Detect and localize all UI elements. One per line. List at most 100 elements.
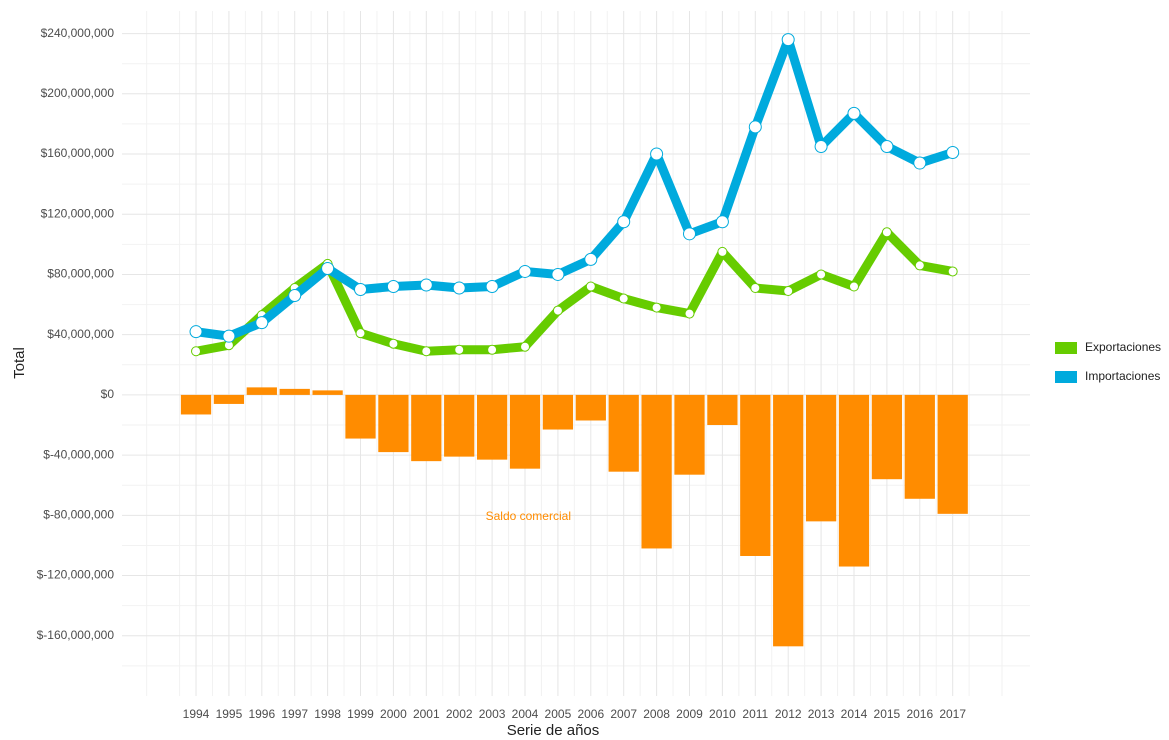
point	[748, 120, 762, 134]
x-tick-label: 2014	[841, 707, 868, 721]
bar	[246, 387, 277, 395]
x-tick-label: 1999	[347, 707, 374, 721]
x-tick-label: 2010	[709, 707, 736, 721]
point	[191, 346, 202, 357]
bar-annotation: Saldo comercial	[486, 509, 571, 523]
point	[355, 328, 366, 339]
line	[195, 35, 955, 341]
x-tick-label: 2004	[512, 707, 539, 721]
point	[487, 344, 498, 355]
point	[386, 280, 400, 294]
point	[946, 146, 960, 160]
grid	[122, 11, 1030, 696]
point	[848, 281, 859, 292]
bar	[707, 394, 738, 426]
point	[551, 267, 565, 281]
point	[847, 106, 861, 120]
point	[913, 156, 927, 170]
bar	[213, 394, 245, 404]
point	[881, 227, 892, 238]
x-tick-label: 2006	[577, 707, 604, 721]
y-tick-label: $-160,000,000	[37, 628, 115, 642]
point	[585, 281, 596, 292]
x-tick-label: 2009	[676, 707, 703, 721]
bar	[871, 394, 903, 480]
bar	[378, 394, 409, 453]
bar	[575, 394, 606, 421]
point	[584, 252, 598, 266]
bar	[312, 390, 343, 395]
x-tick-label: 2011	[742, 707, 768, 721]
x-tick-label: 2016	[906, 707, 933, 721]
bar	[838, 394, 870, 567]
point	[750, 283, 761, 294]
bar	[805, 394, 837, 522]
y-tick-label: $40,000,000	[47, 327, 114, 341]
y-tick-label: $-120,000,000	[37, 568, 115, 582]
point	[650, 147, 664, 161]
y-tick-label: $200,000,000	[41, 86, 115, 100]
y-tick-label: $-80,000,000	[43, 508, 114, 522]
x-tick-label: 1998	[314, 707, 341, 721]
point	[321, 261, 335, 275]
point	[552, 305, 563, 316]
x-tick-label: 2017	[939, 707, 966, 721]
point	[255, 316, 269, 330]
point	[947, 266, 958, 277]
point	[814, 139, 828, 153]
point	[717, 246, 728, 257]
point	[454, 344, 465, 355]
bar	[641, 394, 672, 549]
bar	[773, 394, 804, 647]
y-tick-label: $120,000,000	[41, 206, 115, 220]
y-tick-label: $160,000,000	[41, 146, 115, 160]
point	[816, 269, 827, 280]
point	[189, 325, 203, 339]
point	[683, 227, 696, 241]
point	[354, 283, 368, 297]
point	[783, 286, 794, 297]
point	[485, 280, 499, 294]
x-tick-label: 1994	[183, 707, 210, 721]
point	[617, 215, 631, 229]
point	[914, 260, 925, 271]
point	[388, 338, 399, 349]
legend-label: Exportaciones	[1085, 340, 1161, 354]
x-axis-title: Serie de años	[507, 722, 600, 739]
y-tick-label: $240,000,000	[41, 26, 115, 40]
point	[651, 302, 662, 313]
x-tick-label: 1996	[248, 707, 275, 721]
bar	[180, 394, 212, 415]
x-tick-label: 2002	[446, 707, 473, 721]
x-tick-label: 2008	[643, 707, 670, 721]
y-tick-label: $0	[101, 387, 115, 401]
bar	[476, 394, 508, 460]
point	[520, 341, 531, 352]
bar	[279, 388, 310, 395]
point	[684, 308, 695, 319]
legend-key	[1055, 371, 1077, 383]
x-tick-label: 2012	[775, 707, 802, 721]
bar	[542, 394, 574, 430]
legend-key	[1055, 342, 1077, 354]
point	[419, 278, 433, 292]
y-tick-label: $80,000,000	[47, 267, 114, 281]
point	[618, 293, 629, 304]
point	[518, 264, 532, 278]
bar	[740, 394, 771, 556]
x-tick-label: 2000	[380, 707, 407, 721]
x-tick-label: 2007	[610, 707, 637, 721]
x-tick-label: 1997	[281, 707, 308, 721]
point	[715, 215, 729, 229]
bar	[345, 394, 376, 439]
bar	[674, 394, 705, 475]
bar	[509, 394, 541, 469]
bar	[608, 394, 639, 472]
point	[880, 139, 894, 153]
x-tick-label: 2005	[545, 707, 572, 721]
x-tick-label: 2013	[808, 707, 835, 721]
point	[288, 289, 302, 303]
point	[222, 329, 236, 343]
legend-label: Importaciones	[1085, 369, 1160, 383]
x-tick-label: 1995	[216, 707, 243, 721]
